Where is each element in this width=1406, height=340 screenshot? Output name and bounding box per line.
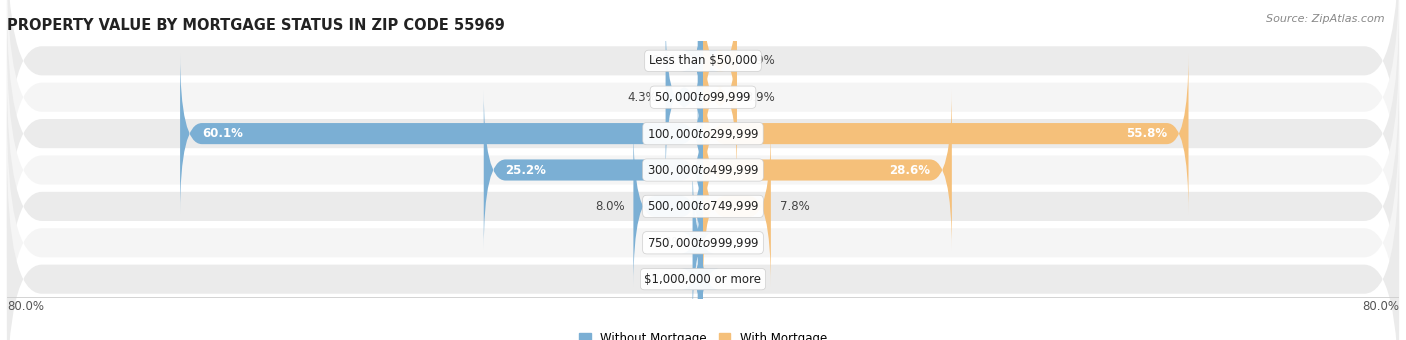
FancyBboxPatch shape (7, 148, 1399, 340)
FancyBboxPatch shape (703, 89, 952, 251)
Text: PROPERTY VALUE BY MORTGAGE STATUS IN ZIP CODE 55969: PROPERTY VALUE BY MORTGAGE STATUS IN ZIP… (7, 18, 505, 33)
Text: $50,000 to $99,999: $50,000 to $99,999 (654, 90, 752, 104)
Text: 7.8%: 7.8% (779, 200, 810, 213)
FancyBboxPatch shape (7, 0, 1399, 228)
FancyBboxPatch shape (180, 53, 703, 214)
FancyBboxPatch shape (7, 3, 1399, 265)
FancyBboxPatch shape (484, 89, 703, 251)
Text: 1.2%: 1.2% (654, 236, 683, 249)
Text: 3.9%: 3.9% (745, 54, 775, 67)
FancyBboxPatch shape (703, 0, 737, 141)
Text: 0.61%: 0.61% (652, 54, 689, 67)
Text: Source: ZipAtlas.com: Source: ZipAtlas.com (1267, 14, 1385, 23)
FancyBboxPatch shape (633, 126, 703, 287)
Text: $100,000 to $299,999: $100,000 to $299,999 (647, 126, 759, 141)
Text: 60.1%: 60.1% (202, 127, 243, 140)
FancyBboxPatch shape (703, 53, 1188, 214)
FancyBboxPatch shape (7, 39, 1399, 301)
Text: 80.0%: 80.0% (1362, 300, 1399, 312)
Text: $1,000,000 or more: $1,000,000 or more (644, 273, 762, 286)
FancyBboxPatch shape (682, 0, 720, 141)
FancyBboxPatch shape (7, 112, 1399, 340)
FancyBboxPatch shape (682, 163, 714, 323)
FancyBboxPatch shape (665, 17, 703, 177)
Text: 4.3%: 4.3% (627, 91, 657, 104)
Text: 3.9%: 3.9% (745, 91, 775, 104)
Text: $750,000 to $999,999: $750,000 to $999,999 (647, 236, 759, 250)
Text: 25.2%: 25.2% (506, 164, 547, 176)
FancyBboxPatch shape (703, 17, 737, 177)
Text: 8.0%: 8.0% (595, 200, 624, 213)
Legend: Without Mortgage, With Mortgage: Without Mortgage, With Mortgage (574, 328, 832, 340)
Text: 80.0%: 80.0% (7, 300, 44, 312)
Text: $500,000 to $749,999: $500,000 to $749,999 (647, 199, 759, 214)
Text: Less than $50,000: Less than $50,000 (648, 54, 758, 67)
FancyBboxPatch shape (7, 0, 1399, 192)
FancyBboxPatch shape (682, 199, 720, 340)
FancyBboxPatch shape (703, 126, 770, 287)
Text: 28.6%: 28.6% (889, 164, 931, 176)
FancyBboxPatch shape (7, 75, 1399, 337)
Text: 55.8%: 55.8% (1126, 127, 1167, 140)
Text: $300,000 to $499,999: $300,000 to $499,999 (647, 163, 759, 177)
Text: 0.61%: 0.61% (652, 273, 689, 286)
